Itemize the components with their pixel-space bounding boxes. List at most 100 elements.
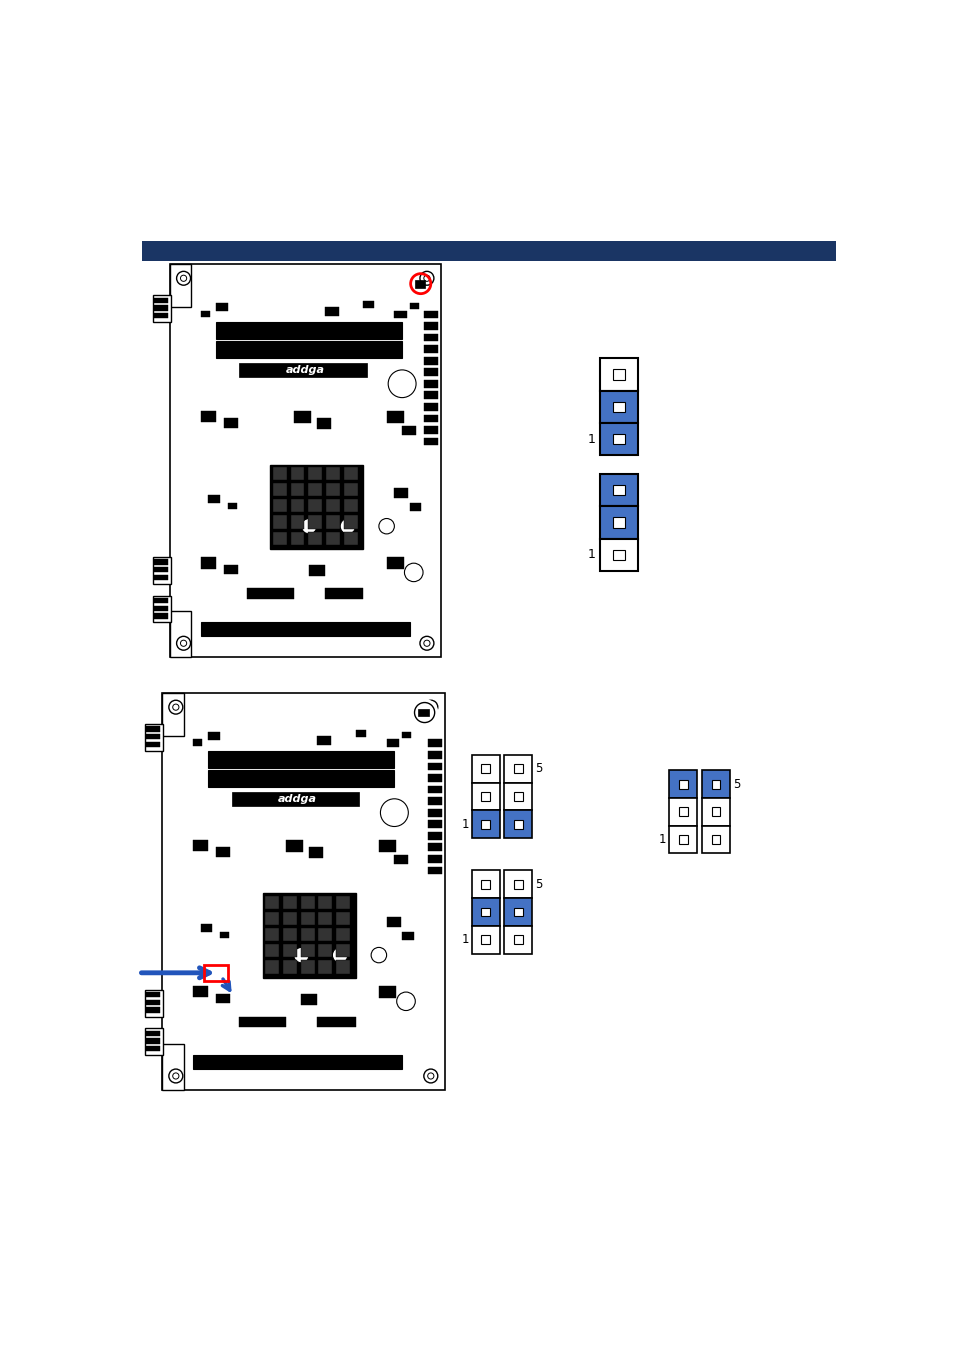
Circle shape bbox=[169, 701, 183, 714]
Bar bbox=[154, 567, 168, 572]
Bar bbox=[308, 483, 322, 497]
Circle shape bbox=[180, 640, 187, 647]
Bar bbox=[170, 612, 192, 657]
Bar bbox=[394, 310, 406, 319]
Bar bbox=[282, 913, 296, 925]
Bar bbox=[318, 929, 332, 941]
Bar bbox=[193, 840, 208, 850]
Text: 5: 5 bbox=[535, 763, 542, 775]
Bar bbox=[316, 736, 331, 745]
Bar bbox=[423, 392, 437, 400]
Bar bbox=[324, 306, 338, 316]
Bar bbox=[427, 786, 441, 794]
Bar bbox=[344, 483, 357, 497]
Text: 5: 5 bbox=[732, 778, 740, 791]
Bar bbox=[200, 410, 216, 423]
Bar bbox=[216, 342, 402, 358]
Bar bbox=[472, 926, 499, 953]
Bar bbox=[423, 346, 437, 352]
Bar bbox=[472, 871, 499, 898]
Bar bbox=[200, 310, 210, 317]
Bar bbox=[599, 423, 638, 455]
Circle shape bbox=[423, 701, 437, 714]
Bar bbox=[427, 763, 441, 771]
Bar bbox=[514, 936, 522, 944]
Text: 5: 5 bbox=[535, 878, 542, 891]
Bar bbox=[427, 821, 441, 828]
Bar bbox=[335, 913, 350, 925]
Bar bbox=[335, 929, 350, 941]
Bar bbox=[355, 730, 366, 737]
Bar bbox=[152, 595, 171, 622]
Bar bbox=[514, 792, 522, 801]
Bar bbox=[216, 302, 228, 311]
Bar bbox=[224, 564, 237, 574]
Bar bbox=[224, 418, 237, 428]
Bar bbox=[326, 516, 340, 528]
Bar bbox=[344, 532, 357, 544]
Bar bbox=[427, 832, 441, 840]
Bar bbox=[701, 771, 729, 798]
Circle shape bbox=[371, 948, 386, 963]
Bar bbox=[612, 435, 624, 444]
Bar bbox=[427, 751, 441, 759]
Bar bbox=[410, 504, 421, 510]
Bar bbox=[193, 986, 208, 998]
Bar bbox=[481, 936, 490, 944]
Bar bbox=[318, 896, 332, 909]
Bar bbox=[154, 613, 168, 618]
Bar bbox=[324, 587, 363, 598]
Bar bbox=[193, 740, 202, 745]
Bar bbox=[335, 960, 350, 973]
Bar bbox=[282, 896, 296, 909]
Bar bbox=[162, 694, 183, 736]
Bar bbox=[326, 467, 340, 481]
Bar bbox=[669, 826, 697, 853]
Circle shape bbox=[423, 640, 430, 647]
Bar bbox=[514, 880, 522, 888]
Bar bbox=[427, 809, 441, 817]
Bar bbox=[309, 848, 323, 859]
Text: 1: 1 bbox=[587, 548, 596, 562]
Bar bbox=[142, 242, 835, 261]
Circle shape bbox=[380, 799, 408, 826]
Bar bbox=[208, 732, 220, 740]
Circle shape bbox=[427, 1073, 434, 1079]
Bar bbox=[481, 792, 490, 801]
Circle shape bbox=[176, 271, 191, 285]
Bar bbox=[308, 500, 322, 513]
Bar bbox=[418, 709, 429, 717]
Bar bbox=[481, 880, 490, 888]
Text: 1: 1 bbox=[587, 433, 596, 446]
Bar bbox=[423, 369, 437, 377]
Circle shape bbox=[423, 1069, 437, 1083]
Bar bbox=[282, 929, 296, 941]
Bar bbox=[410, 302, 418, 309]
Bar bbox=[145, 724, 163, 751]
Bar bbox=[427, 740, 441, 747]
Bar bbox=[300, 960, 314, 973]
Bar bbox=[316, 418, 331, 429]
Circle shape bbox=[169, 1069, 183, 1083]
Bar bbox=[232, 792, 359, 806]
Bar bbox=[423, 379, 437, 387]
Bar bbox=[394, 855, 408, 864]
Bar bbox=[472, 898, 499, 926]
Bar bbox=[427, 844, 441, 850]
Text: addga: addga bbox=[277, 794, 316, 803]
Bar bbox=[146, 1030, 160, 1035]
Bar bbox=[363, 301, 374, 308]
Bar bbox=[152, 296, 171, 323]
Bar bbox=[273, 467, 286, 481]
Bar bbox=[378, 986, 395, 998]
Bar bbox=[154, 606, 168, 612]
Bar bbox=[262, 894, 355, 979]
Bar bbox=[154, 313, 168, 319]
Bar bbox=[711, 807, 720, 817]
Bar bbox=[423, 404, 437, 410]
Bar bbox=[679, 807, 687, 817]
Circle shape bbox=[404, 563, 422, 582]
Bar bbox=[204, 965, 228, 980]
Bar bbox=[146, 741, 160, 747]
Bar bbox=[481, 764, 490, 774]
